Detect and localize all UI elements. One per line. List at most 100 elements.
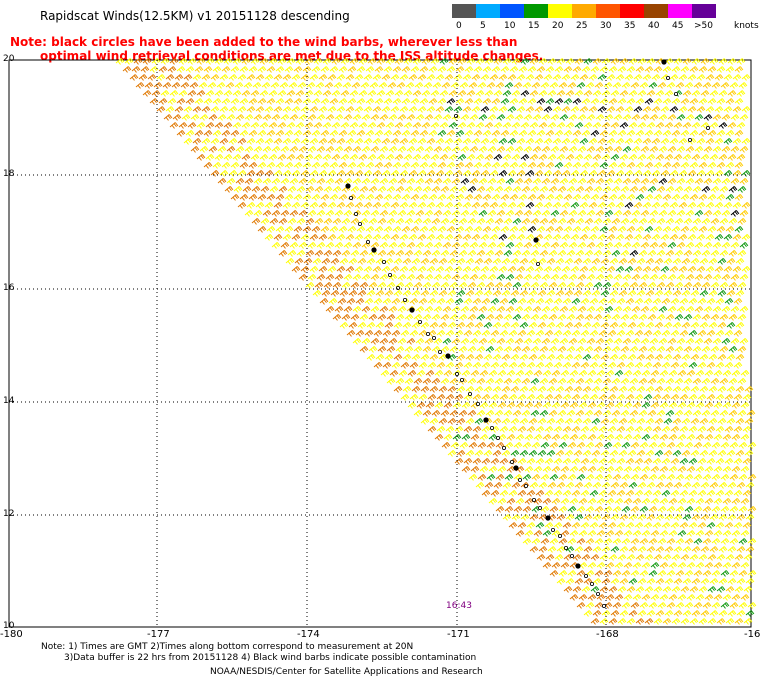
wind-barb (183, 74, 193, 81)
wind-barb (279, 82, 289, 89)
wind-barb (392, 194, 402, 201)
wind-barb (543, 266, 553, 273)
wind-barb (345, 74, 355, 81)
wind-barb (664, 578, 674, 585)
wind-barb (726, 418, 736, 425)
wind-barb (678, 170, 688, 177)
wind-barb (716, 618, 726, 625)
wind-barb (536, 194, 546, 201)
legend-label-10: >50 (694, 21, 713, 31)
wind-barb (395, 346, 405, 353)
wind-barb (312, 258, 322, 265)
wind-barb (440, 346, 450, 353)
wind-barb (563, 554, 573, 561)
wind-barb (642, 202, 652, 209)
wind-barb (726, 450, 736, 457)
wind-barb (713, 434, 723, 441)
wind-barb (680, 194, 690, 201)
wind-barb (580, 490, 590, 497)
wind-barb (510, 386, 520, 393)
wind-barb (674, 250, 684, 257)
wind-barb (689, 66, 699, 73)
wind-barb (302, 98, 312, 105)
wind-barb (652, 522, 662, 529)
wind-barb (409, 298, 419, 305)
wind-barb (230, 66, 240, 73)
wind-barb (368, 218, 378, 225)
flag-circle (558, 534, 563, 539)
wind-barb (712, 146, 722, 153)
wind-barb (501, 418, 511, 425)
wind-barb (698, 618, 708, 625)
wind-barb (428, 194, 438, 201)
wind-barb (693, 442, 703, 449)
wind-barb (530, 218, 540, 225)
wind-barb (366, 258, 376, 265)
wind-barb (598, 522, 608, 529)
wind-barb (729, 442, 739, 449)
wind-barb (462, 106, 472, 113)
wind-barb (680, 66, 690, 73)
wind-barb (158, 66, 168, 73)
wind-barb (340, 58, 350, 65)
wind-barb (322, 58, 332, 65)
wind-barb (172, 114, 182, 121)
wind-barb (406, 210, 416, 217)
wind-barb (568, 114, 578, 121)
wind-barb (419, 98, 429, 105)
wind-barb (569, 594, 579, 601)
wind-barb (367, 90, 377, 97)
wind-barb (624, 106, 634, 113)
wind-barb (368, 186, 378, 193)
wind-barb (701, 314, 711, 321)
wind-barb (689, 618, 699, 625)
wind-barb (612, 602, 622, 609)
wind-barb (357, 322, 367, 329)
wind-barb (582, 322, 592, 329)
wind-barb (397, 210, 407, 217)
wind-barb (390, 170, 400, 177)
wind-barb (199, 114, 209, 121)
wind-barb (289, 210, 299, 217)
wind-barb (473, 226, 483, 233)
flag-circle (348, 195, 353, 200)
wind-barb (377, 314, 387, 321)
wind-barb (212, 162, 222, 169)
wind-barb (332, 218, 342, 225)
wind-barb (529, 58, 539, 65)
wind-barb (711, 506, 721, 513)
wind-barb (519, 386, 529, 393)
wind-barb (419, 194, 429, 201)
wind-barb (578, 370, 588, 377)
wind-barb (176, 98, 186, 105)
wind-barb (540, 442, 550, 449)
wind-barb (656, 410, 666, 417)
wind-barb (530, 186, 540, 193)
wind-barb (589, 394, 599, 401)
wind-barb (674, 282, 684, 289)
flag-circle (532, 497, 537, 502)
wind-barb (701, 186, 711, 193)
wind-barb (599, 130, 609, 137)
wind-barb (516, 170, 526, 177)
wind-barb (728, 218, 738, 225)
wind-barb (273, 106, 283, 113)
wind-barb (239, 162, 249, 169)
wind-barb (336, 74, 346, 81)
wind-barb (463, 394, 473, 401)
wind-barb (615, 234, 625, 241)
wind-barb (372, 138, 382, 145)
wind-barb (257, 162, 267, 169)
wind-barb (569, 370, 579, 377)
wind-barb (698, 194, 708, 201)
wind-barb (683, 378, 693, 385)
wind-barb (631, 146, 641, 153)
wind-barb (458, 346, 468, 353)
flag-circle (564, 546, 569, 551)
wind-barb (475, 154, 485, 161)
wind-barb (456, 322, 466, 329)
wind-barb (504, 474, 514, 481)
wind-barb (442, 210, 452, 217)
wind-barb (512, 250, 522, 257)
wind-barb (300, 234, 310, 241)
